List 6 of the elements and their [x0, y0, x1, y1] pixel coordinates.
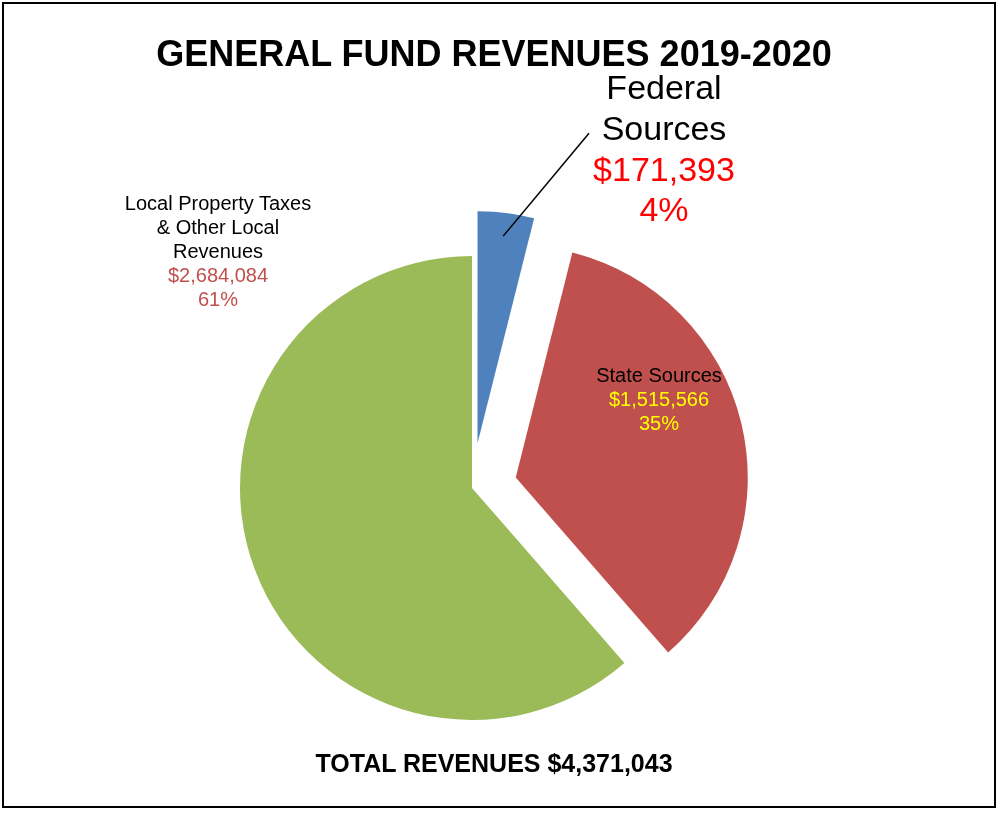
data-label: $171,393 4% — [593, 149, 735, 229]
data-label: $1,515,566 35% — [608, 388, 710, 434]
text: TOTAL REVENUES $4,371,043 — [315, 749, 673, 777]
data-label: $2,684,084 61% — [167, 264, 269, 310]
slice-label: State Sources — [596, 364, 722, 386]
slice-label: Local Property Taxes & Other Local Revenues — [124, 192, 312, 262]
